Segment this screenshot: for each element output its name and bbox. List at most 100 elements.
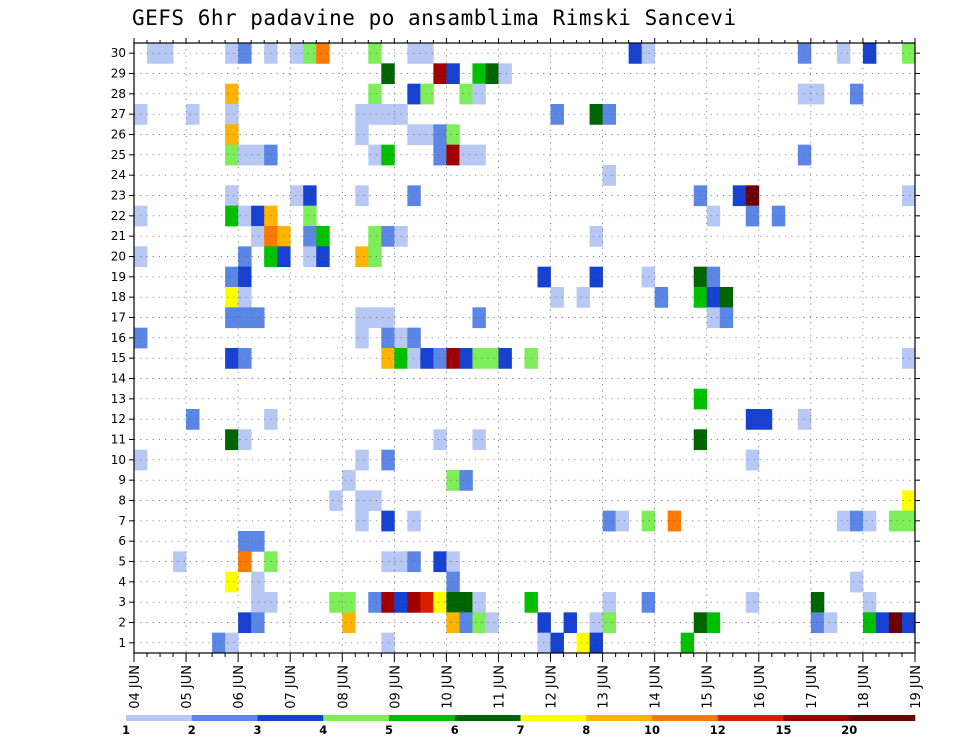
heatmap-cell [810,592,825,613]
x-tick-label: 11 JUN [492,665,507,709]
colorbar-label: 20 [841,723,857,737]
heatmap-cell [589,612,603,634]
x-tick-label: 17 JUN [805,665,820,709]
heatmap-cell [433,551,447,573]
heatmap-cell [589,226,603,247]
heatmap-cell [381,510,395,532]
heatmap-cell [420,124,434,146]
heatmap-cell [368,144,382,166]
heatmap-cell [446,612,460,634]
colorbar-label: 3 [253,723,261,737]
colorbar-label: 5 [385,723,393,737]
heatmap-cell [381,592,395,613]
y-tick-label: 19 [111,270,126,284]
heatmap-cell [706,205,721,227]
x-tick-label: 14 JUN [649,665,664,709]
heatmap-cell [238,348,252,369]
x-tick-label: 12 JUN [545,665,560,709]
colorbar-segment [717,715,784,721]
colorbar-segment [389,715,456,721]
heatmap-cell [238,612,252,634]
heatmap-cell [381,327,395,349]
y-tick-label: 15 [111,351,126,365]
heatmap-cell [355,246,369,268]
y-tick-label: 30 [111,46,126,60]
heatmap-cell [901,490,916,512]
heatmap-cell [706,287,721,308]
y-tick-label: 1 [118,636,126,650]
heatmap-cell [225,43,239,64]
colorbar-segment [454,715,521,721]
heatmap-cell [693,287,708,308]
colorbar-label: 6 [451,723,459,737]
x-tick-label: 05 JUN [180,665,195,709]
heatmap-cell [485,63,499,85]
heatmap-cell [849,571,864,593]
heatmap-cell [498,63,512,85]
x-tick-label: 16 JUN [753,665,768,709]
heatmap-cell [550,632,564,654]
heatmap-cell [849,510,864,532]
y-tick-label: 5 [118,555,126,569]
y-tick-label: 2 [118,616,126,630]
heatmap-cell [160,43,174,64]
y-tick-label: 23 [111,189,126,203]
heatmap-cell [290,185,304,207]
heatmap-cell [251,592,265,613]
heatmap-cell [368,246,382,268]
heatmap-cell [589,266,603,288]
colorbar-segment [126,715,193,721]
y-tick-label: 20 [111,250,126,264]
heatmap-cell [706,307,721,329]
heatmap-cell [576,632,590,654]
heatmap-cell [381,551,395,573]
heatmap-cell [355,104,369,125]
heatmap-cell [381,348,395,369]
heatmap-cell [693,266,708,288]
heatmap-cell [381,104,395,125]
heatmap-cell [472,144,486,166]
heatmap-cell [446,551,460,573]
heatmap-cell [472,63,486,85]
heatmap-cell [225,185,239,207]
heatmap-cell [901,510,916,532]
heatmap-cell [303,205,317,227]
heatmap-cell [459,612,473,634]
y-tick-label: 27 [111,107,126,121]
heatmap-cell [225,287,239,308]
x-tick-label: 09 JUN [388,665,403,709]
y-tick-label: 24 [111,168,126,182]
colorbar-label: 10 [644,723,660,737]
heatmap-cell [238,266,252,288]
heatmap-cell [693,429,708,451]
heatmap-cell [420,592,434,613]
y-tick-label: 4 [118,575,126,589]
y-tick-label: 8 [118,494,126,508]
heatmap-cell [641,266,656,288]
colorbar-label: 7 [516,723,524,737]
colorbar-segment [257,715,324,721]
heatmap-cell [472,83,486,105]
heatmap-cell [225,429,239,451]
y-tick-label: 6 [118,534,126,548]
heatmap-cell [758,409,773,430]
heatmap-cell [251,144,265,166]
heatmap-cell [615,510,630,532]
heatmap-cell [251,226,265,247]
heatmap-cell [238,551,252,573]
heatmap-cell [290,43,304,64]
heatmap-cell [550,104,564,125]
heatmap-cell [810,612,825,634]
heatmap-cell [225,307,239,329]
heatmap-cell [303,226,317,247]
x-tick-label: 06 JUN [232,665,247,709]
heatmap-cell [251,531,265,552]
heatmap-cell [602,592,617,613]
heatmap-cell [472,429,486,451]
heatmap-cell [563,612,577,634]
chart-title: GEFS 6hr padavine po ansamblima Rimski S… [132,6,737,30]
heatmap-cell [368,83,382,105]
heatmap-cell [849,83,864,105]
heatmap-cell [862,43,877,64]
x-tick-label: 19 JUN [909,665,924,709]
